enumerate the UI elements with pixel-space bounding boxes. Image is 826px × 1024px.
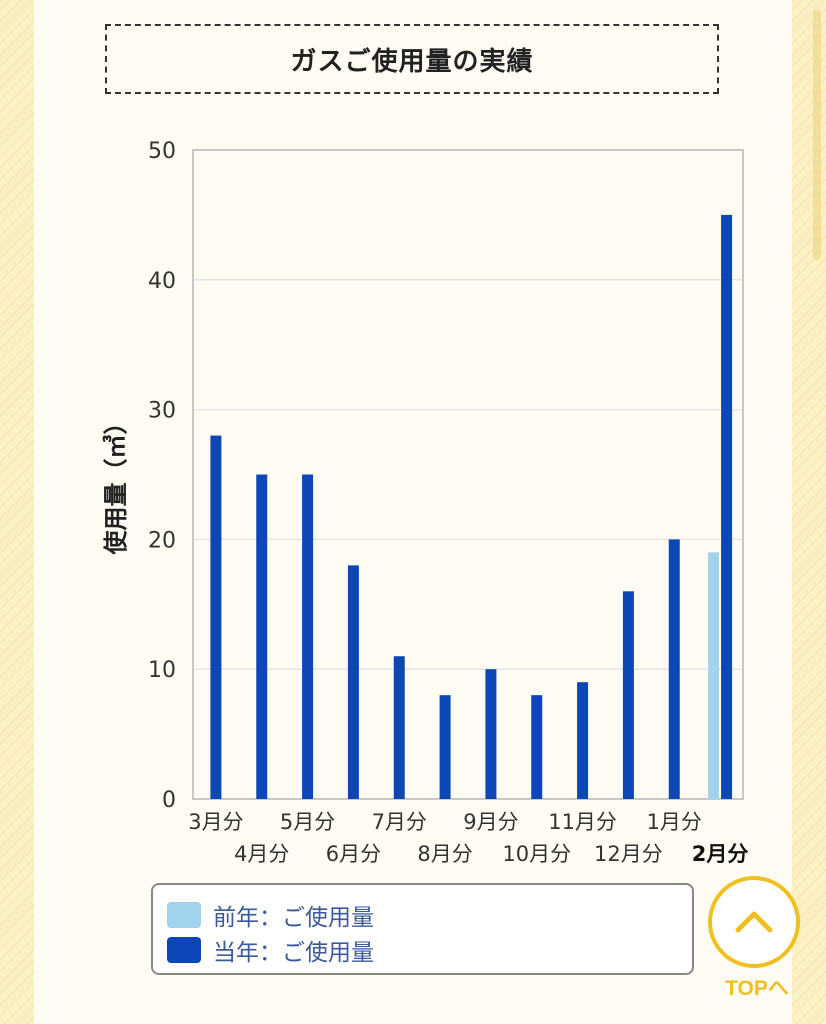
y-tick-label: 50	[148, 139, 176, 164]
chart-title-box: ガスご使用量の実績	[105, 24, 719, 94]
y-tick-label: 20	[148, 528, 176, 553]
plot-area	[192, 149, 744, 800]
legend-item-previous-year: 前年：ご使用量	[167, 898, 374, 932]
bar-current-year	[668, 539, 680, 799]
legend-swatch-current-year	[167, 937, 201, 963]
back-to-top-button[interactable]	[708, 876, 800, 968]
background-left	[0, 0, 34, 1024]
bar-previous-year	[708, 552, 720, 799]
bar-current-year	[531, 695, 543, 799]
legend-swatch-previous-year	[167, 902, 201, 928]
y-axis-label: 使用量（㎥）	[102, 411, 130, 556]
chart-legend: 前年：ご使用量 当年：ご使用量	[151, 883, 694, 975]
bar-current-year	[622, 591, 634, 799]
x-tick-label: 10月分	[502, 842, 571, 866]
scrollbar[interactable]	[813, 10, 821, 260]
x-tick-label: 12月分	[594, 842, 663, 866]
bar-current-year	[256, 474, 268, 799]
bar-current-year	[721, 214, 733, 799]
x-tick-label: 6月分	[326, 842, 381, 866]
x-tick-label: 8月分	[417, 842, 472, 866]
bar-current-year	[210, 435, 222, 799]
y-tick-label: 30	[148, 399, 176, 424]
bar-current-year	[302, 474, 314, 799]
x-tick-label: 3月分	[188, 810, 243, 834]
x-tick-label: 4月分	[234, 842, 289, 866]
y-tick-label: 40	[148, 269, 176, 294]
bar-current-year	[485, 669, 497, 799]
chart-title: ガスご使用量の実績	[290, 46, 534, 77]
x-tick-label: 1月分	[647, 810, 702, 834]
bar-current-year	[393, 656, 405, 799]
y-tick-label: 0	[162, 788, 176, 813]
bar-current-year	[577, 682, 589, 799]
y-tick-label: 10	[148, 658, 176, 683]
legend-label-current-year: 当年：ご使用量	[213, 940, 374, 966]
chevron-up-icon	[735, 911, 773, 933]
x-tick-label: 11月分	[548, 810, 617, 834]
x-tick-label: 9月分	[463, 810, 518, 834]
gas-usage-chart: 0 10 20 30 40 50 使用量（㎥） 3月分 4月分 5月分 6月分 7月分 8月分 9月分 10…	[102, 139, 749, 866]
legend-item-current-year: 当年：ご使用量	[167, 933, 374, 967]
x-tick-label: 2月分	[692, 842, 749, 866]
bar-current-year	[347, 565, 359, 799]
bar-current-year	[439, 695, 451, 799]
back-to-top-label[interactable]: TOPへ	[725, 977, 789, 1000]
content-panel	[34, 0, 792, 1024]
x-tick-label: 7月分	[372, 810, 427, 834]
x-tick-label: 5月分	[280, 810, 335, 834]
legend-label-previous-year: 前年：ご使用量	[213, 905, 374, 931]
